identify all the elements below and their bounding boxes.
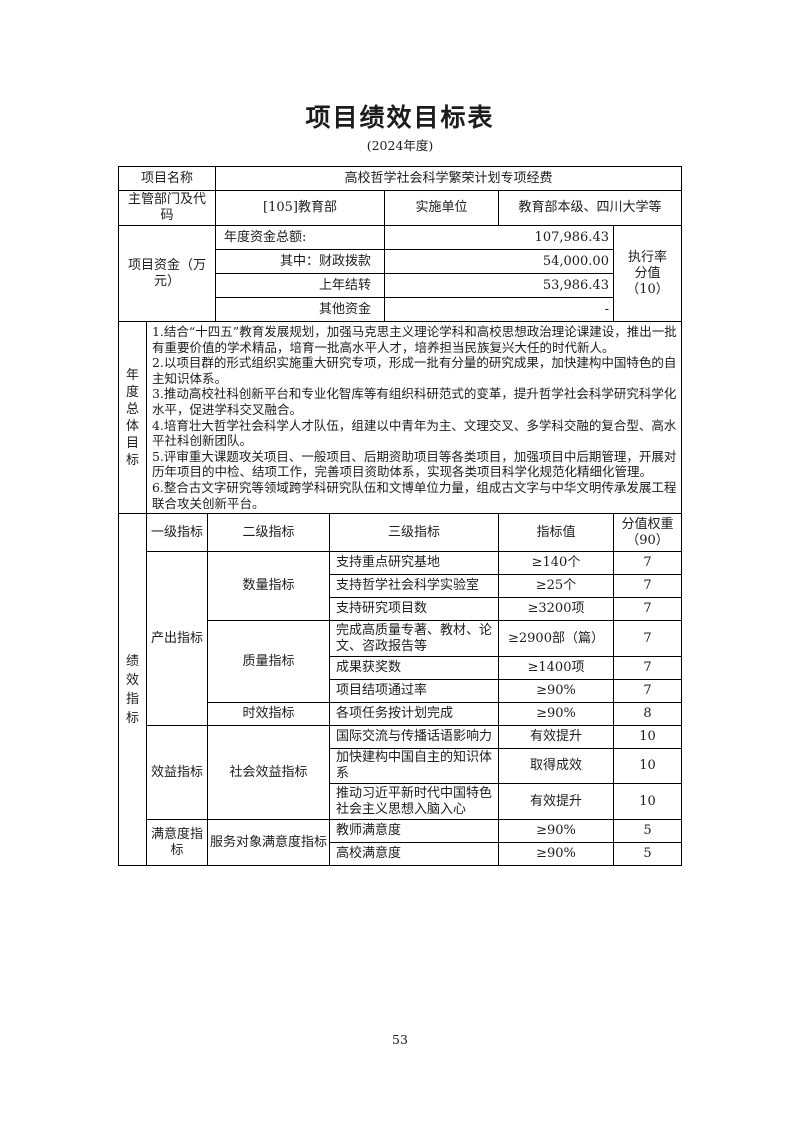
- funding-item-label: 年度资金总额:: [214, 225, 385, 250]
- l3-cell: 支持研究项目数: [328, 597, 499, 622]
- weight-cell: 7: [612, 574, 683, 599]
- department-row: 主管部门及代码 [105]教育部 实施单位 教育部本级、四川大学等: [117, 190, 683, 226]
- implementing-unit-value-cell: 教育部本级、四川大学等: [497, 190, 683, 226]
- goal-item: 3.推动高校社科创新平台和专业化智库等有组织科研范式的变革，提升哲学社会科学研究…: [151, 386, 677, 417]
- indicator-row: 成果获奖数 ≥1400项 7: [118, 656, 683, 681]
- l3-cell: 完成高质量专著、教材、论文、咨政报告等: [328, 620, 499, 658]
- execution-rate-score-cell: 执行率 分值（10）: [612, 225, 683, 322]
- value-cell: ≥1400项: [497, 656, 614, 681]
- value-cell: ≥90%: [497, 679, 614, 704]
- l3-cell: 成果获奖数: [328, 656, 499, 681]
- funding-item-label: 上年结转: [214, 273, 385, 298]
- indicator-row: 高校满意度 ≥90% 5: [118, 842, 683, 867]
- annual-goal-content-cell: 1.结合“十四五”教育发展规划，加强马克思主义理论学科和高校思想政治理论课建设，…: [145, 320, 683, 515]
- value-cell: 有效提升: [497, 725, 614, 750]
- goal-item: 1.结合“十四五”教育发展规划，加强马克思主义理论学科和高校思想政治理论课建设，…: [151, 324, 677, 355]
- group-timeliness-cell: 时效指标: [206, 702, 330, 727]
- funding-row: 项目资金（万元） 年度资金总额: 107,986.43 执行率 分值（10）: [117, 225, 683, 322]
- performance-indicators-label-cell: 绩效指标: [117, 513, 147, 867]
- implementing-unit-label-cell: 实施单位: [383, 190, 499, 226]
- indicator-row: 推动习近平新时代中国特色社会主义思想入脑入心 有效提升 10: [118, 783, 683, 821]
- value-cell: ≥25个: [497, 574, 614, 599]
- funding-label-cell: 项目资金（万元）: [117, 225, 216, 322]
- weight-cell: 7: [612, 597, 683, 622]
- weight-cell: 7: [612, 551, 683, 576]
- department-value-cell: [105]教育部: [214, 190, 385, 226]
- value-cell: ≥90%: [497, 842, 614, 867]
- performance-target-table: 项目名称 高校哲学社会科学繁荣计划专项经费 主管部门及代码 [105]教育部 实…: [117, 166, 683, 867]
- funding-row: 其他资金 -: [118, 297, 681, 322]
- l3-cell: 教师满意度: [328, 819, 499, 844]
- value-cell: ≥90%: [497, 819, 614, 844]
- group-output-cell: 产出指标: [145, 551, 208, 727]
- indicator-row: 满意度指标 服务对象满意度指标 教师满意度 ≥90% 5: [118, 819, 683, 867]
- goal-item: 4.培育壮大哲学社会科学人才队伍，组建以中青年为主、文理交叉、多学科交融的复合型…: [151, 417, 677, 449]
- group-service-cell: 服务对象满意度指标: [206, 819, 330, 867]
- indicator-row: 质量指标 完成高质量专著、教材、论文、咨政报告等 ≥2900部（篇） 7: [118, 620, 683, 704]
- header-weight: 分值权重 （90）: [612, 513, 683, 553]
- annual-goal-label-cell: 年度总体目标: [117, 320, 147, 515]
- goal-item: 2.以项目群的形式组织实施重大研究专项，形成一批有分量的研究成果，加快建构中国特…: [151, 355, 677, 386]
- weight-cell: 8: [612, 702, 683, 727]
- l3-cell: 加快建构中国自主的知识体系: [328, 748, 499, 785]
- weight-cell: 10: [612, 748, 683, 785]
- funding-item-value: 54,000.00: [383, 249, 614, 274]
- department-label-cell: 主管部门及代码: [117, 190, 216, 226]
- value-cell: ≥2900部（篇）: [497, 620, 614, 658]
- indicator-row: 加快建构中国自主的知识体系 取得成效 10: [118, 748, 683, 785]
- weight-cell: 10: [612, 783, 683, 821]
- page-title: 项目绩效目标表: [305, 103, 495, 132]
- value-cell: ≥140个: [497, 551, 614, 576]
- group-social-cell: 社会效益指标: [206, 725, 330, 821]
- funding-row: 其中：财政拨款 54,000.00: [118, 249, 681, 274]
- funding-item-value: 53,986.43: [383, 273, 614, 298]
- l3-cell: 推动习近平新时代中国特色社会主义思想入脑入心: [328, 783, 499, 821]
- weight-cell: 5: [612, 842, 683, 867]
- indicator-row: 项目结项通过率 ≥90% 7: [118, 679, 683, 704]
- header-value: 指标值: [497, 513, 614, 553]
- header-level3: 三级指标: [328, 513, 499, 553]
- annual-goal-row: 年度总体目标 1.结合“十四五”教育发展规划，加强马克思主义理论学科和高校思想政…: [117, 320, 683, 515]
- weight-cell: 7: [612, 620, 683, 658]
- group-quality-cell: 质量指标: [206, 620, 330, 704]
- weight-cell: 7: [612, 656, 683, 681]
- l3-cell: 高校满意度: [328, 842, 499, 867]
- group-benefit-cell: 效益指标: [145, 725, 208, 821]
- funding-item-label: 其中：财政拨款: [214, 249, 385, 274]
- l3-cell: 国际交流与传播话语影响力: [328, 725, 499, 750]
- l3-cell: 支持重点研究基地: [328, 551, 499, 576]
- funding-item-label: 其他资金: [214, 297, 385, 322]
- value-cell: 有效提升: [497, 783, 614, 821]
- funding-item-value: -: [383, 297, 614, 322]
- group-quantity-cell: 数量指标: [206, 551, 330, 622]
- l3-cell: 各项任务按计划完成: [328, 702, 499, 727]
- indicator-row: 效益指标 社会效益指标 国际交流与传播话语影响力 有效提升 10: [118, 725, 683, 821]
- goal-item: 5.评审重大课题攻关项目、一般项目、后期资助项目等各类项目，加强项目中后期管理，…: [151, 448, 677, 480]
- project-name-value-cell: 高校哲学社会科学繁荣计划专项经费: [214, 166, 683, 191]
- indicator-row: 产出指标 数量指标 支持重点研究基地 ≥140个 7: [118, 551, 683, 727]
- indicator-row: 支持研究项目数 ≥3200项 7: [118, 597, 683, 622]
- weight-cell: 10: [612, 725, 683, 750]
- funding-item-value: 107,986.43: [383, 225, 614, 250]
- goal-item: 6.整合古文字研究等领域跨学科研究队伍和文博单位力量，组成古文字与中华文明传承发…: [151, 479, 677, 511]
- project-name-label-cell: 项目名称: [117, 166, 216, 191]
- l3-cell: 项目结项通过率: [328, 679, 499, 704]
- project-name-row: 项目名称 高校哲学社会科学繁荣计划专项经费: [117, 166, 683, 191]
- indicators-header-row: 绩效指标 一级指标 二级指标 三级指标 指标值 分值权重 （90）: [117, 513, 683, 867]
- funding-row: 上年结转 53,986.43: [118, 273, 681, 298]
- value-cell: ≥3200项: [497, 597, 614, 622]
- value-cell: 取得成效: [497, 748, 614, 785]
- indicator-row: 支持哲学社会科学实验室 ≥25个 7: [118, 574, 683, 599]
- value-cell: ≥90%: [497, 702, 614, 727]
- weight-cell: 7: [612, 679, 683, 704]
- header-level2: 二级指标: [206, 513, 330, 553]
- weight-cell: 5: [612, 819, 683, 844]
- header-level1: 一级指标: [145, 513, 208, 553]
- page-subtitle: (2024年度): [366, 138, 434, 153]
- group-satisfaction-cell: 满意度指标: [145, 819, 208, 867]
- page-number: 53: [392, 1032, 408, 1047]
- l3-cell: 支持哲学社会科学实验室: [328, 574, 499, 599]
